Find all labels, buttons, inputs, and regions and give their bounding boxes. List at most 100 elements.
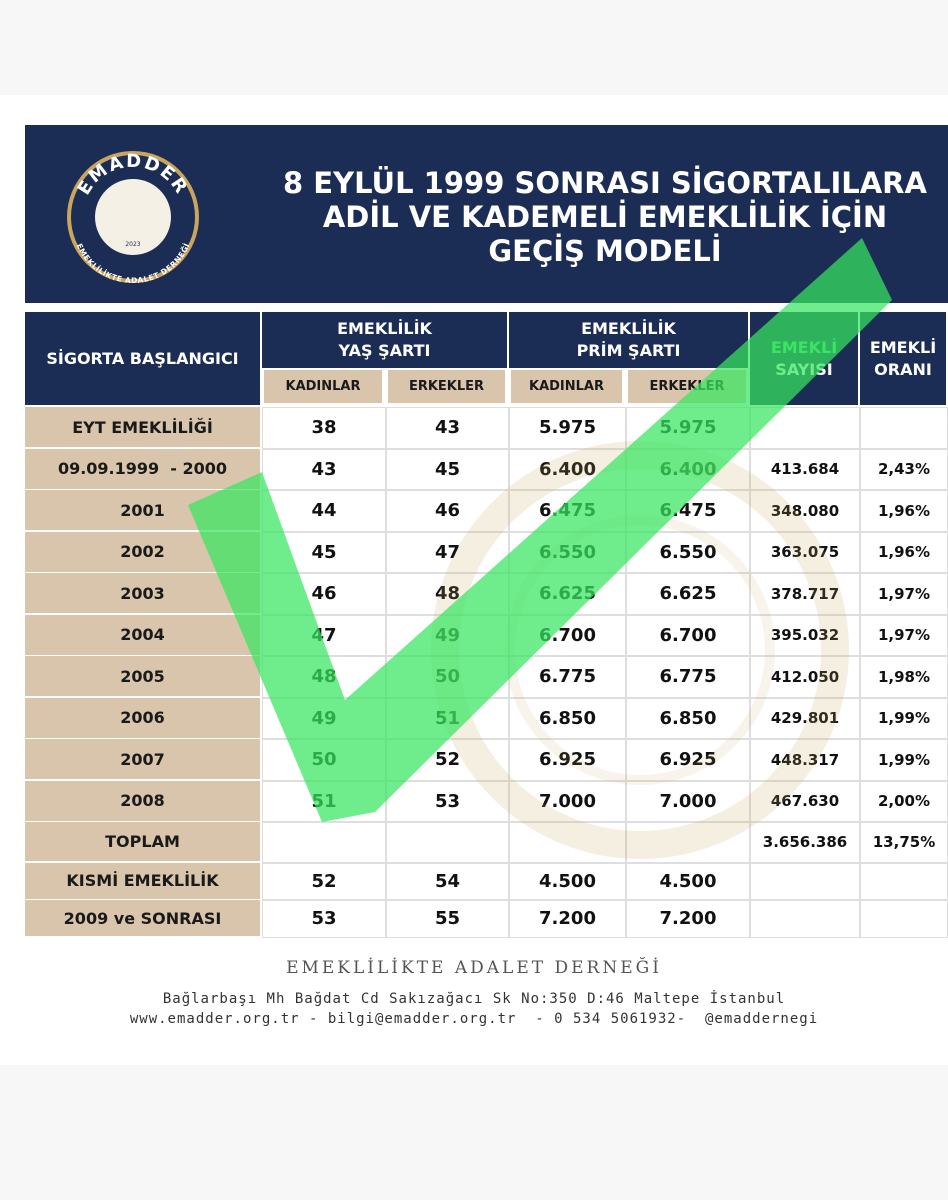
footer-address: Bağlarbaşı Mh Bağdat Cd Sakızağacı Sk No… — [162, 991, 786, 1007]
table-cell — [750, 407, 860, 449]
table-cell — [750, 900, 860, 938]
table-cell — [386, 822, 509, 863]
table-cell: 1,98% — [860, 656, 948, 698]
table-cell: 6.475 — [626, 490, 750, 532]
table-cell: 6.625 — [509, 573, 626, 615]
table-cell — [860, 900, 948, 938]
table-cell: 6.400 — [626, 448, 750, 490]
logo-center — [95, 179, 171, 255]
table-cell: 448.317 — [750, 739, 860, 781]
row-label: 2002 — [25, 531, 260, 572]
row-header: SİGORTA BAŞLANGICI — [25, 312, 260, 405]
row-label: EYT EMEKLİLİĞİ — [25, 407, 260, 447]
table-cell: 6.475 — [509, 490, 626, 532]
table-cell: 6.625 — [626, 573, 750, 615]
table-cell: 6.775 — [626, 656, 750, 698]
table-cell: 53 — [262, 900, 386, 938]
table-cell: 44 — [262, 490, 386, 532]
table-cell: 467.630 — [750, 780, 860, 822]
sub-header: KADINLAR — [264, 370, 382, 403]
table-cell: 1,97% — [860, 614, 948, 656]
table-cell: 413.684 — [750, 448, 860, 490]
column-header-line: EMEKLİ — [869, 337, 937, 357]
table-cell: 6.700 — [509, 614, 626, 656]
row-label: 2003 — [25, 573, 260, 613]
table-cell — [626, 822, 750, 863]
table-cell: 1,99% — [860, 739, 948, 781]
row-label: 2009 ve SONRASI — [25, 900, 260, 936]
sub-header: KADINLAR — [511, 370, 622, 403]
column-header-line: EMEKLİ — [770, 337, 838, 357]
group-header-line: EMEKLİLİK — [337, 319, 432, 338]
table-cell: 1,99% — [860, 697, 948, 739]
sub-header: ERKEKLER — [388, 370, 505, 403]
table-cell: 6.850 — [509, 697, 626, 739]
table-cell: 46 — [262, 573, 386, 615]
table-cell: 43 — [386, 407, 509, 449]
table-cell — [860, 862, 948, 900]
row-label: 2005 — [25, 656, 260, 696]
table-cell — [750, 862, 860, 900]
table-cell: 6.775 — [509, 656, 626, 698]
table-cell: 7.000 — [509, 780, 626, 822]
table-cell: 47 — [386, 531, 509, 573]
table-cell: 48 — [262, 656, 386, 698]
column-header: EMEKLİ ORANI — [860, 312, 946, 405]
column-header: EMEKLİ SAYISI — [750, 312, 858, 405]
table-cell: 49 — [386, 614, 509, 656]
table-cell: 7.200 — [626, 900, 750, 938]
table-cell: 6.925 — [626, 739, 750, 781]
table-cell: 7.000 — [626, 780, 750, 822]
table-cell: 6.925 — [509, 739, 626, 781]
table-cell: 1,97% — [860, 573, 948, 615]
table-cell: 348.080 — [750, 490, 860, 532]
table-cell: 51 — [386, 697, 509, 739]
group-header-line: EMEKLİLİK — [581, 319, 676, 338]
table-cell: 6.850 — [626, 697, 750, 739]
column-header-line: SAYISI — [775, 359, 833, 379]
title-line: GEÇİŞ MODELİ — [488, 234, 721, 268]
group-header-line: PRİM ŞARTI — [576, 341, 681, 360]
title-line: 8 EYLÜL 1999 SONRASI SİGORTALILARA — [283, 166, 927, 200]
table-cell: 50 — [386, 656, 509, 698]
table-cell: 50 — [262, 739, 386, 781]
table-cell: 5.975 — [509, 407, 626, 449]
table-cell: 6.550 — [626, 531, 750, 573]
group-header: EMEKLİLİK YAŞ ŞARTI — [262, 312, 507, 368]
table-cell: 395.032 — [750, 614, 860, 656]
table-cell: 48 — [386, 573, 509, 615]
table-cell: 55 — [386, 900, 509, 938]
table-cell: 49 — [262, 697, 386, 739]
footer-contact: www.emadder.org.tr - bilgi@emadder.org.t… — [129, 1011, 819, 1027]
row-label: 2007 — [25, 739, 260, 779]
table-cell: 52 — [386, 739, 509, 781]
table-cell: 13,75% — [860, 822, 948, 863]
column-header-line: ORANI — [874, 359, 932, 379]
table-cell: 6.700 — [626, 614, 750, 656]
table-cell: 2,00% — [860, 780, 948, 822]
table-cell — [509, 822, 626, 863]
table-cell: 51 — [262, 780, 386, 822]
row-label: 2004 — [25, 614, 260, 655]
group-header: EMEKLİLİK PRİM ŞARTI — [509, 312, 748, 368]
table-cell: 412.050 — [750, 656, 860, 698]
table-cell: 6.550 — [509, 531, 626, 573]
table-cell: 3.656.386 — [750, 822, 860, 863]
table-cell: 2,43% — [860, 448, 948, 490]
table-cell: 45 — [262, 531, 386, 573]
table-cell: 1,96% — [860, 531, 948, 573]
table-cell: 1,96% — [860, 490, 948, 532]
row-label: KISMİ EMEKLİLİK — [25, 862, 260, 899]
table-cell: 52 — [262, 862, 386, 900]
row-label: 09.09.1999 - 2000 — [25, 448, 260, 489]
footer-org: EMEKLİLİKTE ADALET DERNEĞİ — [286, 958, 662, 978]
table-cell: 38 — [262, 407, 386, 449]
table-cell: 4.500 — [626, 862, 750, 900]
logo-year: 2023 — [125, 241, 140, 248]
group-header-line: YAŞ ŞARTI — [338, 341, 431, 360]
row-label: 2001 — [25, 490, 260, 530]
table-cell: 6.400 — [509, 448, 626, 490]
table-cell: 46 — [386, 490, 509, 532]
